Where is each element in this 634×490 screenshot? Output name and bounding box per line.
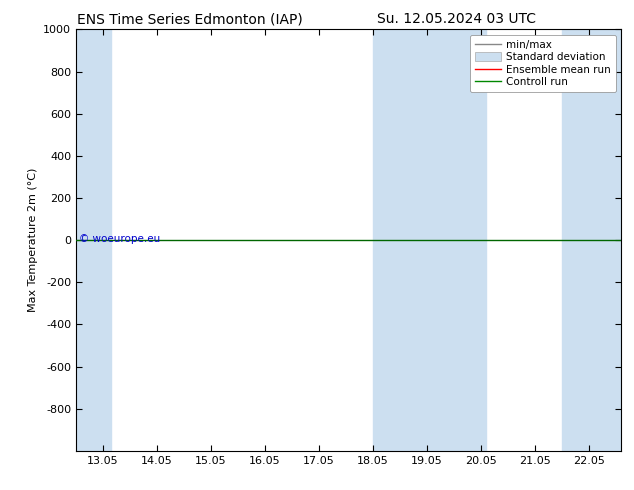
Text: Su. 12.05.2024 03 UTC: Su. 12.05.2024 03 UTC <box>377 12 536 26</box>
Bar <box>562 29 621 451</box>
Text: © woeurope.eu: © woeurope.eu <box>79 234 160 244</box>
Y-axis label: Max Temperature 2m (°C): Max Temperature 2m (°C) <box>28 168 37 312</box>
Text: ENS Time Series Edmonton (IAP): ENS Time Series Edmonton (IAP) <box>77 12 303 26</box>
Legend: min/max, Standard deviation, Ensemble mean run, Controll run: min/max, Standard deviation, Ensemble me… <box>470 35 616 92</box>
Bar <box>373 29 486 451</box>
Bar <box>76 29 111 451</box>
